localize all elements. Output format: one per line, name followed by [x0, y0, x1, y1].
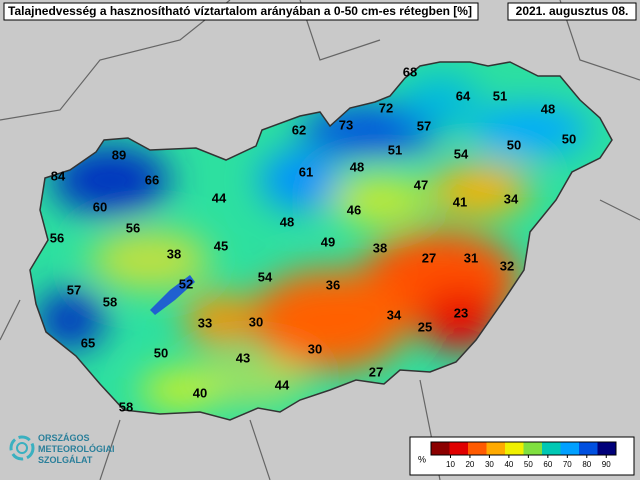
stations: 68 64 51 48 62 73 72 57 50 50 89 84 66 61 48 51 54 47 41 34… — [50, 64, 576, 414]
station-value: 30 — [308, 341, 322, 356]
legend: 10 20 30 40 50 60 70 80 90 — [430, 441, 617, 469]
colorbar-label: 80 — [582, 460, 591, 469]
station-value: 50 — [507, 137, 521, 152]
station-value: 73 — [339, 117, 353, 132]
colorbar-label: 50 — [524, 460, 533, 469]
logo-line: METEOROLÓGIAI — [38, 443, 115, 454]
station-value: 46 — [347, 202, 361, 217]
station-value: 48 — [350, 159, 364, 174]
station-value: 31 — [464, 250, 478, 265]
station-value: 23 — [454, 305, 468, 320]
colorbar-segment — [468, 442, 487, 455]
station-value: 64 — [456, 88, 471, 103]
station-value: 45 — [214, 238, 228, 253]
colorbar-segment — [505, 442, 524, 455]
colorbar-label: 30 — [485, 460, 494, 469]
station-value: 38 — [167, 246, 181, 261]
colorbar-label: 40 — [504, 460, 513, 469]
station-value: 61 — [299, 164, 313, 179]
colorbar-segment — [431, 442, 450, 455]
colorbar-segment — [486, 442, 506, 455]
station-value: 57 — [417, 118, 431, 133]
colorbar-label: 20 — [465, 460, 474, 469]
date: 2021. augusztus 08. — [516, 4, 629, 18]
station-value: 40 — [193, 385, 207, 400]
station-value: 27 — [422, 250, 436, 265]
date-box — [507, 2, 637, 21]
station-value: 72 — [379, 100, 393, 115]
colorbar-segment — [579, 442, 598, 455]
station-value: 62 — [292, 122, 306, 137]
station-value: 60 — [93, 199, 107, 214]
colorbar-label: 10 — [446, 460, 455, 469]
station-value: 38 — [373, 240, 387, 255]
logo: ORSZÁGOS METEOROLÓGIAI SZOLGÁLAT — [9, 433, 115, 465]
station-value: 48 — [541, 101, 555, 116]
station-value: 52 — [179, 276, 193, 291]
logo-line: SZOLGÁLAT — [38, 455, 93, 465]
station-value: 50 — [562, 131, 576, 146]
colorbar-segment — [523, 442, 543, 455]
station-value: 34 — [387, 307, 402, 322]
colorbar-label: 60 — [543, 460, 552, 469]
station-value: 27 — [369, 364, 383, 379]
station-value: 44 — [212, 190, 227, 205]
station-value: 58 — [103, 294, 117, 309]
station-value: 84 — [51, 168, 66, 183]
station-value: 57 — [67, 282, 81, 297]
station-value: 56 — [126, 220, 140, 235]
logo-line: ORSZÁGOS — [38, 433, 90, 443]
station-value: 68 — [403, 64, 417, 79]
station-value: 30 — [249, 314, 263, 329]
station-value: 51 — [493, 88, 507, 103]
station-value: 36 — [326, 277, 340, 292]
colorbar-label: 90 — [602, 460, 611, 469]
title: Talajnedvesség a hasznosítható víztartal… — [8, 4, 472, 18]
station-value: 33 — [198, 315, 212, 330]
station-value: 49 — [321, 234, 335, 249]
title-box — [3, 2, 479, 21]
colorbar-segment — [449, 442, 469, 455]
colorbar-segment — [542, 442, 561, 455]
station-value: 48 — [280, 214, 294, 229]
colorbar-label: 70 — [563, 460, 572, 469]
colorbar-segment — [597, 442, 617, 455]
station-value: 54 — [454, 146, 469, 161]
station-value: 58 — [119, 399, 133, 414]
station-value: 65 — [81, 335, 95, 350]
station-value: 34 — [504, 191, 519, 206]
station-value: 44 — [275, 377, 290, 392]
station-value: 41 — [453, 194, 467, 209]
colorbar-segment — [560, 442, 580, 455]
station-value: 25 — [418, 319, 432, 334]
station-value: 47 — [414, 177, 428, 192]
colorbar-frame — [430, 441, 617, 456]
station-value: 51 — [388, 142, 402, 157]
station-value: 66 — [145, 172, 159, 187]
lake-balaton — [150, 275, 195, 315]
station-value: 56 — [50, 230, 64, 245]
station-value: 50 — [154, 345, 168, 360]
station-value: 32 — [500, 258, 514, 273]
station-value: 54 — [258, 269, 273, 284]
station-value: 89 — [112, 147, 126, 162]
legend-unit: % — [418, 454, 426, 464]
station-value: 43 — [236, 350, 250, 365]
